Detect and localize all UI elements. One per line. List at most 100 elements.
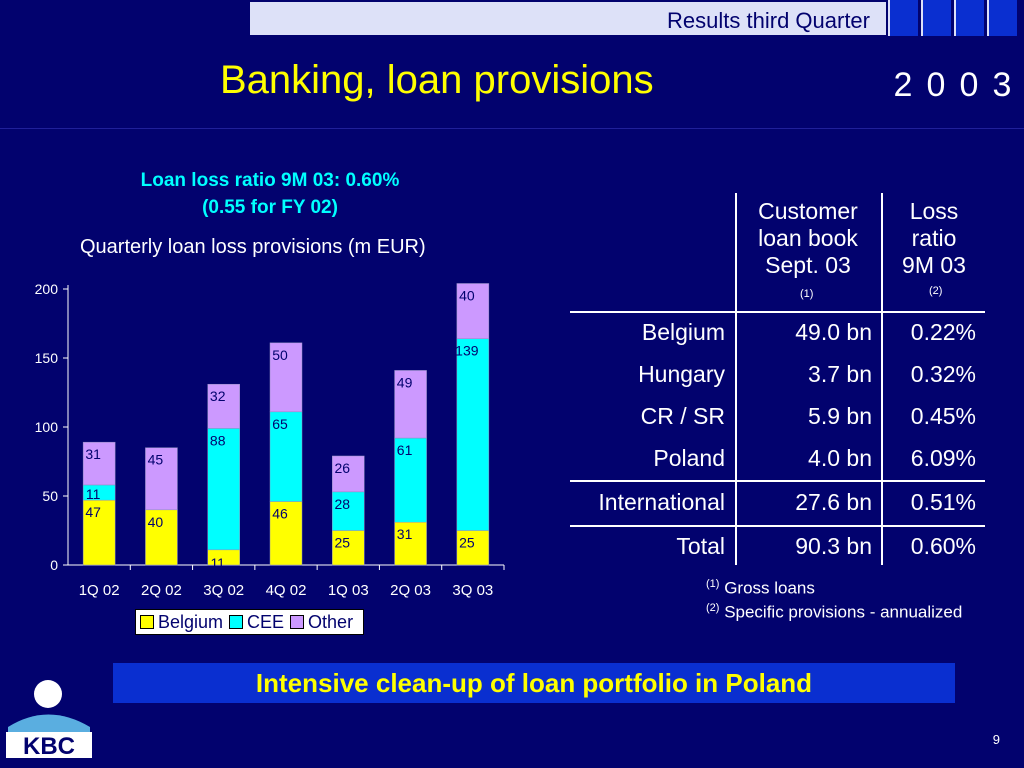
x-tick-label: 1Q 02 xyxy=(79,582,120,599)
data-label: 45 xyxy=(148,452,164,468)
footnote-text: Specific provisions - annualized xyxy=(724,602,963,622)
row-label: Poland xyxy=(653,445,725,471)
row-loss-ratio: 0.22% xyxy=(910,319,976,345)
legend-item-belgium: Belgium xyxy=(140,612,223,633)
year-digit: 2 xyxy=(893,66,913,104)
y-tick-label: 100 xyxy=(35,419,59,435)
data-label: 25 xyxy=(334,535,350,551)
bar-cee xyxy=(456,338,490,531)
row-label: Belgium xyxy=(641,319,725,345)
bar-belgium xyxy=(394,521,427,566)
year-digit: 3 xyxy=(992,66,1012,104)
provisions-bar-chart: 0 50 100 150 200 1Q 02 47 11 31 2Q 02 40 45 3Q 02 11 8… xyxy=(35,281,505,599)
year-column: 0 xyxy=(921,0,951,110)
legend-label: Other xyxy=(308,611,354,632)
page-title: Banking, loan provisions xyxy=(220,58,654,102)
bar-other xyxy=(82,441,116,486)
row-loss-ratio: 6.09% xyxy=(910,445,976,471)
data-label: 32 xyxy=(210,388,226,404)
legend-item-cee: CEE xyxy=(229,612,284,633)
header-bar: Results third Quarter xyxy=(250,2,886,35)
data-label: 50 xyxy=(272,347,288,363)
data-label: 11 xyxy=(86,486,101,502)
chart-legend: Belgium CEE Other xyxy=(135,609,364,635)
bar-cee xyxy=(332,491,365,531)
footnote-mark: (2) xyxy=(706,602,720,614)
row-loss-ratio: 0.45% xyxy=(910,403,976,429)
chart-title: Quarterly loan loss provisions (m EUR) xyxy=(80,236,426,258)
x-tick-label: 1Q 03 xyxy=(328,582,369,599)
footnote-mark: (1) xyxy=(706,578,720,590)
x-tick-label: 2Q 02 xyxy=(141,582,182,599)
footnote-2: (2) Specific provisions - annualized xyxy=(706,602,962,623)
data-label: 46 xyxy=(272,506,288,522)
legend-label: Belgium xyxy=(158,611,224,632)
row-loss-ratio: 0.60% xyxy=(910,533,976,559)
data-label: 40 xyxy=(459,287,475,303)
row-loan-book: 27.6 bn xyxy=(795,489,872,515)
x-tick-label: 4Q 02 xyxy=(266,582,307,599)
data-label: 28 xyxy=(334,496,350,512)
year-column: 2 xyxy=(888,0,918,110)
year-column: 0 xyxy=(954,0,984,110)
bar-belgium xyxy=(82,499,116,566)
row-loss-ratio: 0.51% xyxy=(910,489,976,515)
table-divider xyxy=(570,311,985,313)
bar-cee xyxy=(269,411,303,502)
bar-cee xyxy=(394,437,427,523)
y-tick-label: 150 xyxy=(35,350,59,366)
column-note-loan-book: (1) xyxy=(800,288,814,300)
bar-other xyxy=(145,447,178,511)
table-divider xyxy=(570,525,985,527)
legend-swatch xyxy=(140,615,154,629)
bar-belgium xyxy=(332,530,365,566)
row-loan-book: 4.0 bn xyxy=(808,445,872,471)
data-label: 49 xyxy=(397,374,413,390)
row-loan-book: 5.9 bn xyxy=(808,403,872,429)
bar-other xyxy=(207,383,240,429)
year-digit: 0 xyxy=(959,66,979,104)
bar-other xyxy=(332,455,365,493)
column-header-loan-book: Customer loan book Sept. 03 xyxy=(758,198,858,278)
logo-text: KBC xyxy=(23,733,75,760)
x-tick-label: 3Q 03 xyxy=(452,582,493,599)
table-divider xyxy=(570,480,985,482)
bar-other xyxy=(269,342,303,413)
loan-loss-ratio-fy-note: (0.55 for FY 02) xyxy=(202,197,338,218)
table-divider xyxy=(735,193,737,565)
row-loan-book: 90.3 bn xyxy=(795,533,872,559)
y-tick-label: 0 xyxy=(50,557,58,573)
title-divider xyxy=(0,128,1024,129)
data-label: 31 xyxy=(397,526,413,542)
data-label: 40 xyxy=(148,514,164,530)
row-loan-book: 49.0 bn xyxy=(795,319,872,345)
data-label: 47 xyxy=(85,504,101,520)
bar-cee xyxy=(207,428,240,551)
data-label: 139 xyxy=(455,343,479,359)
legend-label: CEE xyxy=(247,611,285,632)
conclusion-banner: Intensive clean-up of loan portfolio in … xyxy=(113,663,955,703)
column-header-loss-ratio: Loss ratio 9M 03 xyxy=(902,198,966,278)
legend-swatch xyxy=(290,615,305,629)
y-tick-label: 50 xyxy=(42,488,58,504)
legend-swatch xyxy=(229,615,244,629)
table-divider xyxy=(881,193,883,565)
kbc-logo: KBC xyxy=(6,680,92,760)
data-label: 65 xyxy=(272,416,288,432)
loan-loss-ratio-highlight: Loan loss ratio 9M 03: 0.60% xyxy=(140,170,400,191)
data-label: 88 xyxy=(210,432,226,448)
row-label: Hungary xyxy=(638,361,725,387)
data-label: 25 xyxy=(459,535,475,551)
year-block: 2 0 0 3 xyxy=(888,0,1024,110)
x-tick-label: 2Q 03 xyxy=(390,582,431,599)
row-loan-book: 3.7 bn xyxy=(808,361,872,387)
data-label: 11 xyxy=(210,555,225,571)
page-number: 9 xyxy=(992,732,1000,747)
data-label: 61 xyxy=(397,442,413,458)
legend-item-other: Other xyxy=(290,612,353,633)
x-tick-label: 3Q 02 xyxy=(203,582,244,599)
header-text: Results third Quarter xyxy=(667,8,870,33)
row-label: Total xyxy=(676,533,725,559)
row-label: CR / SR xyxy=(640,403,725,429)
row-loss-ratio: 0.32% xyxy=(910,361,976,387)
